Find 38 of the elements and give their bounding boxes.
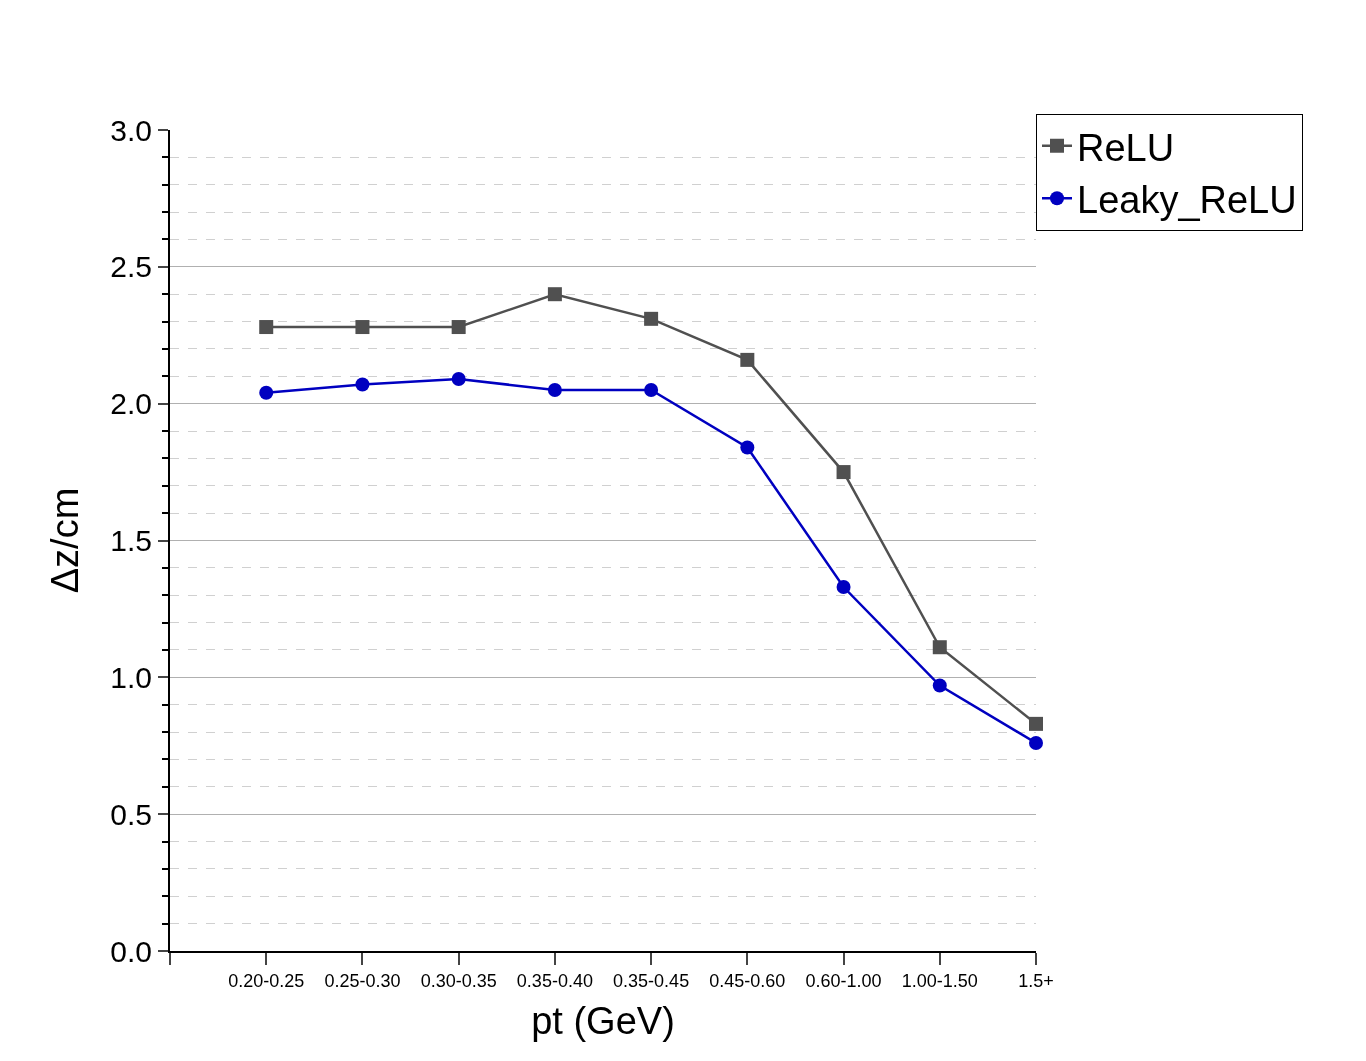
y-tick-label: 3.0 — [110, 113, 152, 147]
point — [355, 377, 370, 392]
y-tick-label: 1.5 — [110, 524, 152, 557]
point — [259, 385, 274, 400]
y-tick-label: 0.5 — [110, 797, 152, 831]
legend-label: Leaky_ReLU — [1077, 179, 1297, 221]
point — [1029, 736, 1043, 750]
legend-label: ReLU — [1077, 126, 1175, 169]
point — [740, 440, 755, 455]
point — [644, 382, 659, 397]
y-tick-label: 1.0 — [110, 660, 152, 694]
y-tick-label: 2.5 — [110, 250, 152, 284]
x-tick-label: 0.25-0.30 — [324, 970, 401, 991]
x-tick-label: 0.45-0.60 — [709, 970, 786, 991]
x-axis-title: pt (GeV) — [531, 1000, 675, 1043]
x-tick-label: 1.00-1.50 — [901, 970, 978, 991]
point — [451, 372, 466, 387]
point — [740, 352, 755, 367]
y-tick-label: 2.0 — [110, 387, 152, 421]
x-tick-label: 0.30-0.35 — [420, 970, 497, 991]
x-tick-label: 0.60-1.00 — [805, 970, 882, 991]
point — [932, 640, 947, 655]
y-axis-title: Δz/cm — [43, 487, 86, 594]
point — [836, 465, 851, 480]
point — [932, 678, 947, 693]
x-tick-label: 0.35-0.40 — [516, 970, 593, 991]
point — [836, 580, 851, 595]
point — [1029, 716, 1043, 731]
point — [451, 320, 466, 335]
y-tick-label: 0.0 — [110, 934, 152, 968]
point — [644, 311, 659, 326]
point — [547, 382, 562, 397]
point — [355, 320, 370, 335]
x-tick-label: 1.5+ — [1018, 970, 1054, 991]
point — [259, 320, 274, 335]
point — [547, 287, 562, 302]
x-tick-label: 0.20-0.25 — [228, 970, 305, 991]
x-tick-label: 0.35-0.45 — [613, 970, 690, 991]
